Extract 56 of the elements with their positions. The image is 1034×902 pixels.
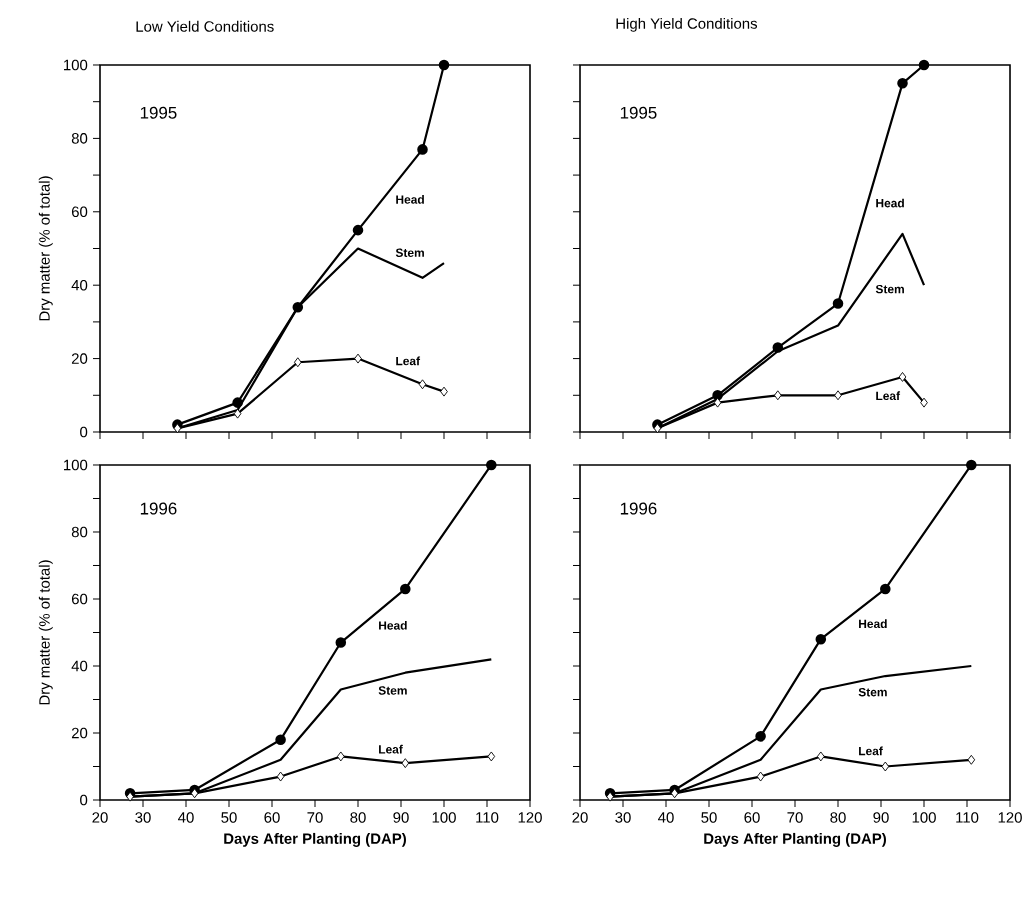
series-label: Head [396,194,424,204]
x-tick-label: 70 [307,812,323,823]
chart-title: Low Yield Conditions [136,20,274,32]
series-label: Stem [378,686,407,695]
y-tick-label: 100 [64,59,88,71]
x-tick-label: 30 [615,812,631,823]
series-label: Leaf [396,356,421,366]
annotation: 1996 [140,502,177,515]
x-tick-label: 40 [658,812,674,823]
y-axis-title: Dry matter (% of total) [38,560,53,705]
x-tick-label: 110 [476,812,499,823]
series-label: Stem [858,687,887,697]
series-label: Head [379,620,407,630]
annotation: 1995 [140,106,177,119]
x-axis-title: Days After Planting (DAP) [704,832,886,847]
series-label: Stem [875,284,904,294]
x-tick-label: 30 [135,812,151,823]
y-tick-label: 20 [71,727,88,739]
x-tick-label: 90 [393,812,409,823]
x-tick-label: 120 [998,812,1022,823]
y-axis-title: Dry matter (% of total) [38,176,53,321]
y-tick-label: 40 [71,279,88,291]
x-tick-label: 20 [572,812,588,823]
y-tick-label: 80 [71,133,88,144]
x-tick-label: 20 [92,812,108,823]
series-label: Leaf [876,391,901,401]
series-label: Head [876,198,904,208]
series-label: Stem [395,248,424,257]
y-tick-label: 60 [71,593,88,605]
x-tick-label: 50 [701,812,717,823]
x-tick-label: 60 [264,812,280,823]
x-tick-label: 120 [518,812,542,823]
x-tick-label: 50 [221,812,237,823]
chart-title: High Yield Conditions [616,17,758,32]
y-tick-label: 20 [71,353,88,364]
x-tick-label: 80 [830,812,846,823]
x-tick-label: 100 [912,812,936,823]
x-tick-label: 70 [787,812,803,823]
y-tick-label: 80 [71,526,88,538]
y-tick-label: 0 [80,794,88,806]
x-tick-label: 80 [350,812,366,823]
series-label: Leaf [379,744,403,754]
x-tick-label: 110 [956,812,979,823]
y-tick-label: 40 [71,660,88,672]
x-tick-label: 90 [873,812,889,823]
x-tick-label: 60 [744,812,760,823]
y-tick-label: 0 [80,426,88,438]
x-tick-label: 100 [432,812,456,823]
annotation: 1995 [620,106,657,119]
y-tick-label: 60 [71,206,88,218]
y-tick-label: 100 [64,459,88,471]
series-label: Head [859,619,887,629]
x-tick-label: 40 [178,812,194,823]
annotation: 1996 [620,502,657,515]
series-label: Leaf [859,746,883,756]
x-axis-title: Days After Planting (DAP) [224,832,406,847]
